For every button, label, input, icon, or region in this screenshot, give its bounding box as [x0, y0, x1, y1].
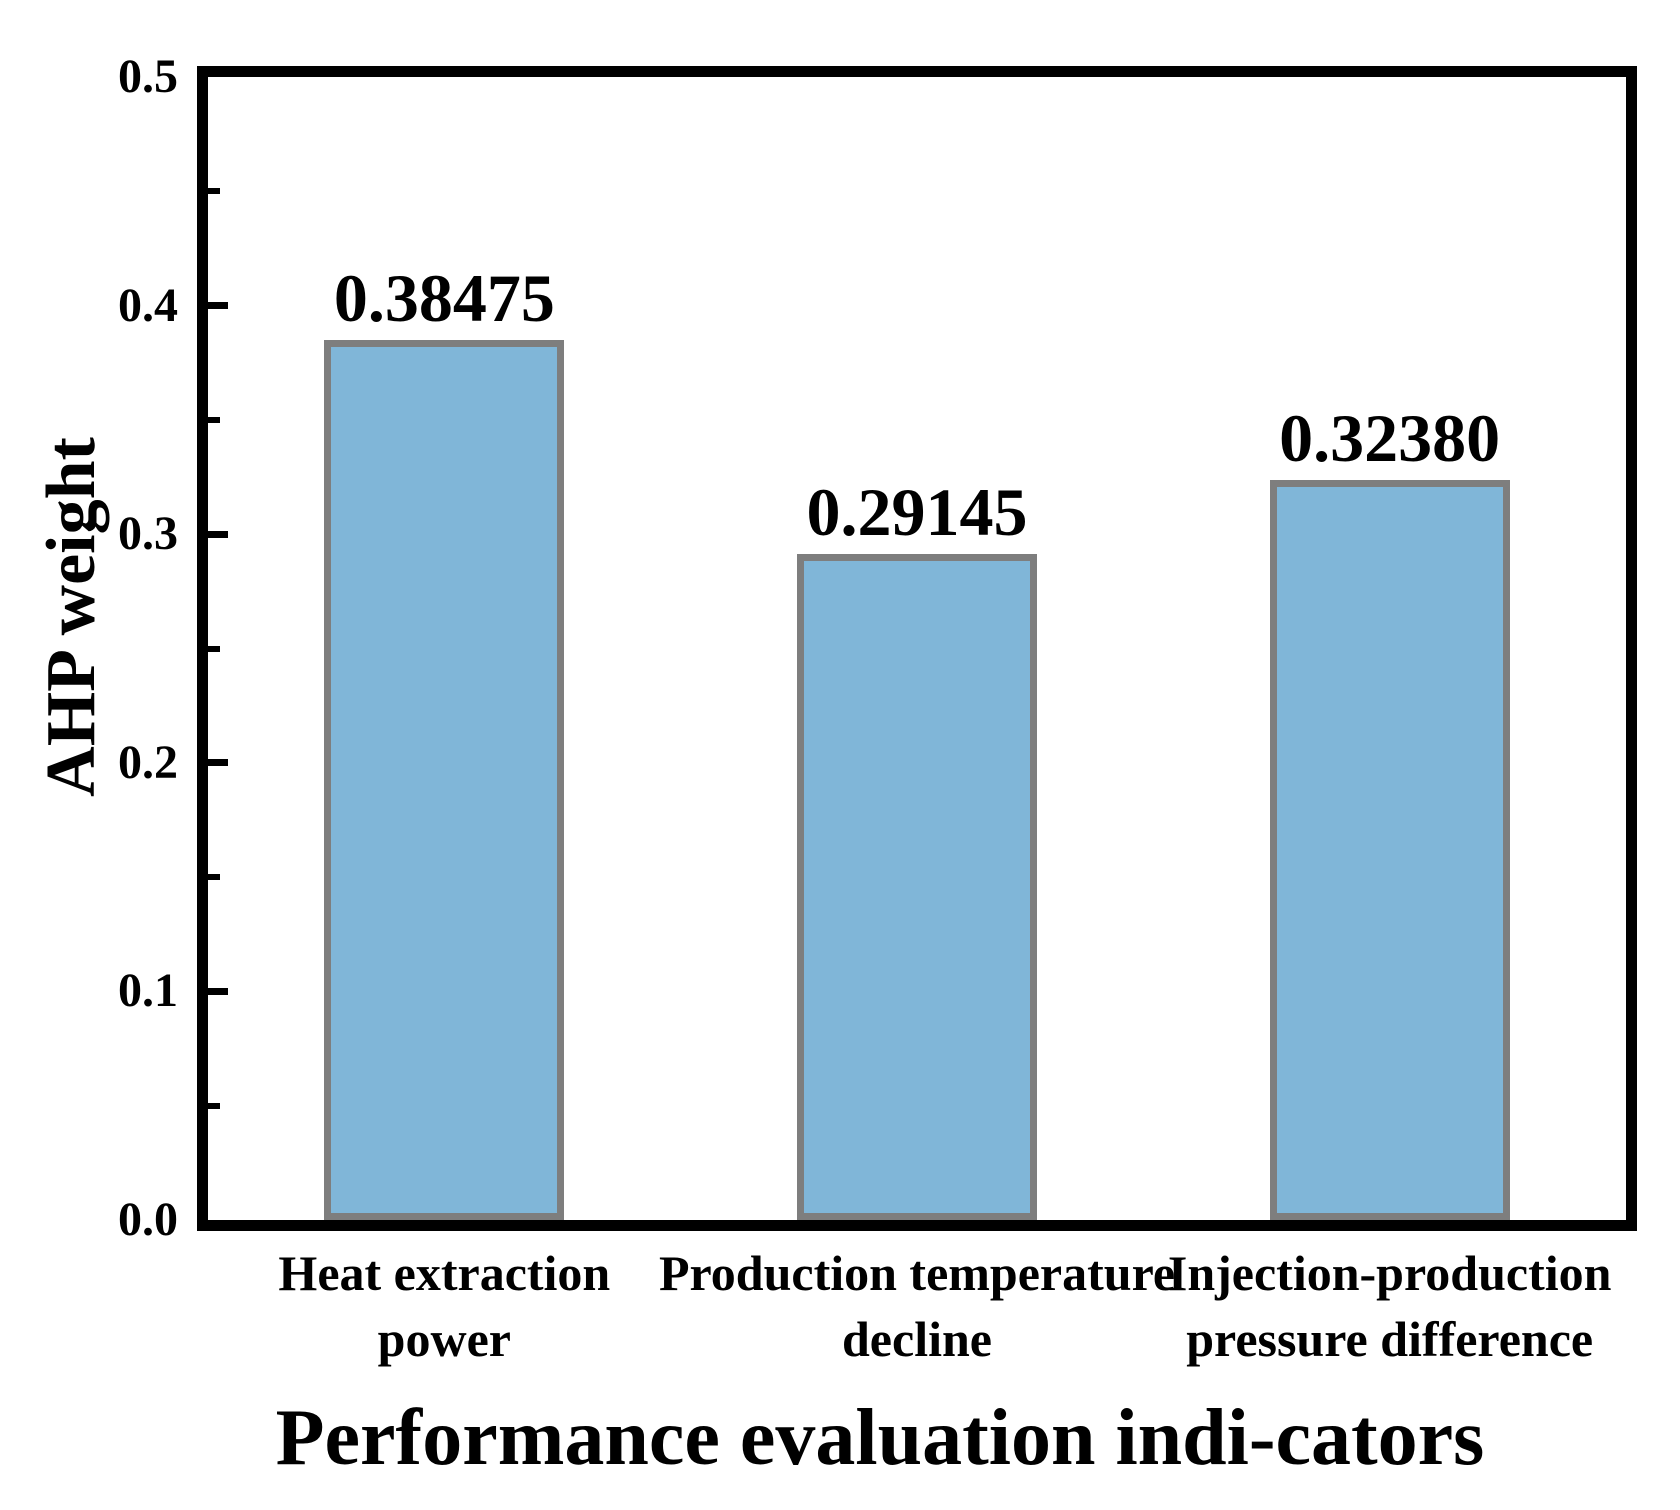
y-minor-tick [208, 645, 220, 652]
y-tick-label: 0.2 [118, 735, 178, 789]
y-major-tick [208, 987, 228, 995]
y-tick-label: 0.5 [118, 50, 178, 103]
y-minor-tick [208, 1102, 220, 1109]
bar [797, 553, 1037, 1220]
y-tick-label: 0.0 [118, 1193, 178, 1246]
x-category-label-line2: pressure difference [1186, 1311, 1594, 1367]
x-category-label-line1: Heat extraction [278, 1245, 611, 1301]
x-category-label: Production temperature decline [607, 1240, 1227, 1372]
bar-value-label: 0.32380 [1279, 399, 1501, 476]
x-category-label-line1: Injection-production [1167, 1245, 1612, 1301]
bar-value-label: 0.38475 [333, 260, 555, 337]
x-axis-title: Performance evaluation indi-cators [275, 1394, 1485, 1482]
bar-value-label: 0.29145 [806, 473, 1028, 550]
y-axis-label: AHP weight [33, 437, 110, 797]
y-minor-tick [208, 188, 220, 195]
bar [1269, 479, 1510, 1220]
y-major-tick [208, 530, 228, 538]
y-tick-label: 0.1 [118, 964, 178, 1018]
x-category-label: Heat extraction power [134, 1240, 754, 1372]
x-category-label-line1: Production temperature [658, 1245, 1176, 1301]
y-minor-tick [208, 416, 220, 423]
y-major-tick [208, 759, 228, 767]
plot-area: 0.38475 0.29145 0.32380 [208, 77, 1626, 1220]
bar [324, 340, 565, 1220]
x-category-label-line2: decline [842, 1311, 992, 1367]
y-minor-tick [208, 874, 220, 881]
y-tick-label: 0.4 [118, 278, 178, 332]
y-major-tick [208, 302, 228, 310]
y-tick-label: 0.3 [118, 507, 178, 561]
x-category-label-line2: power [377, 1311, 511, 1367]
x-category-label: Injection-production pressure difference [1080, 1240, 1680, 1372]
